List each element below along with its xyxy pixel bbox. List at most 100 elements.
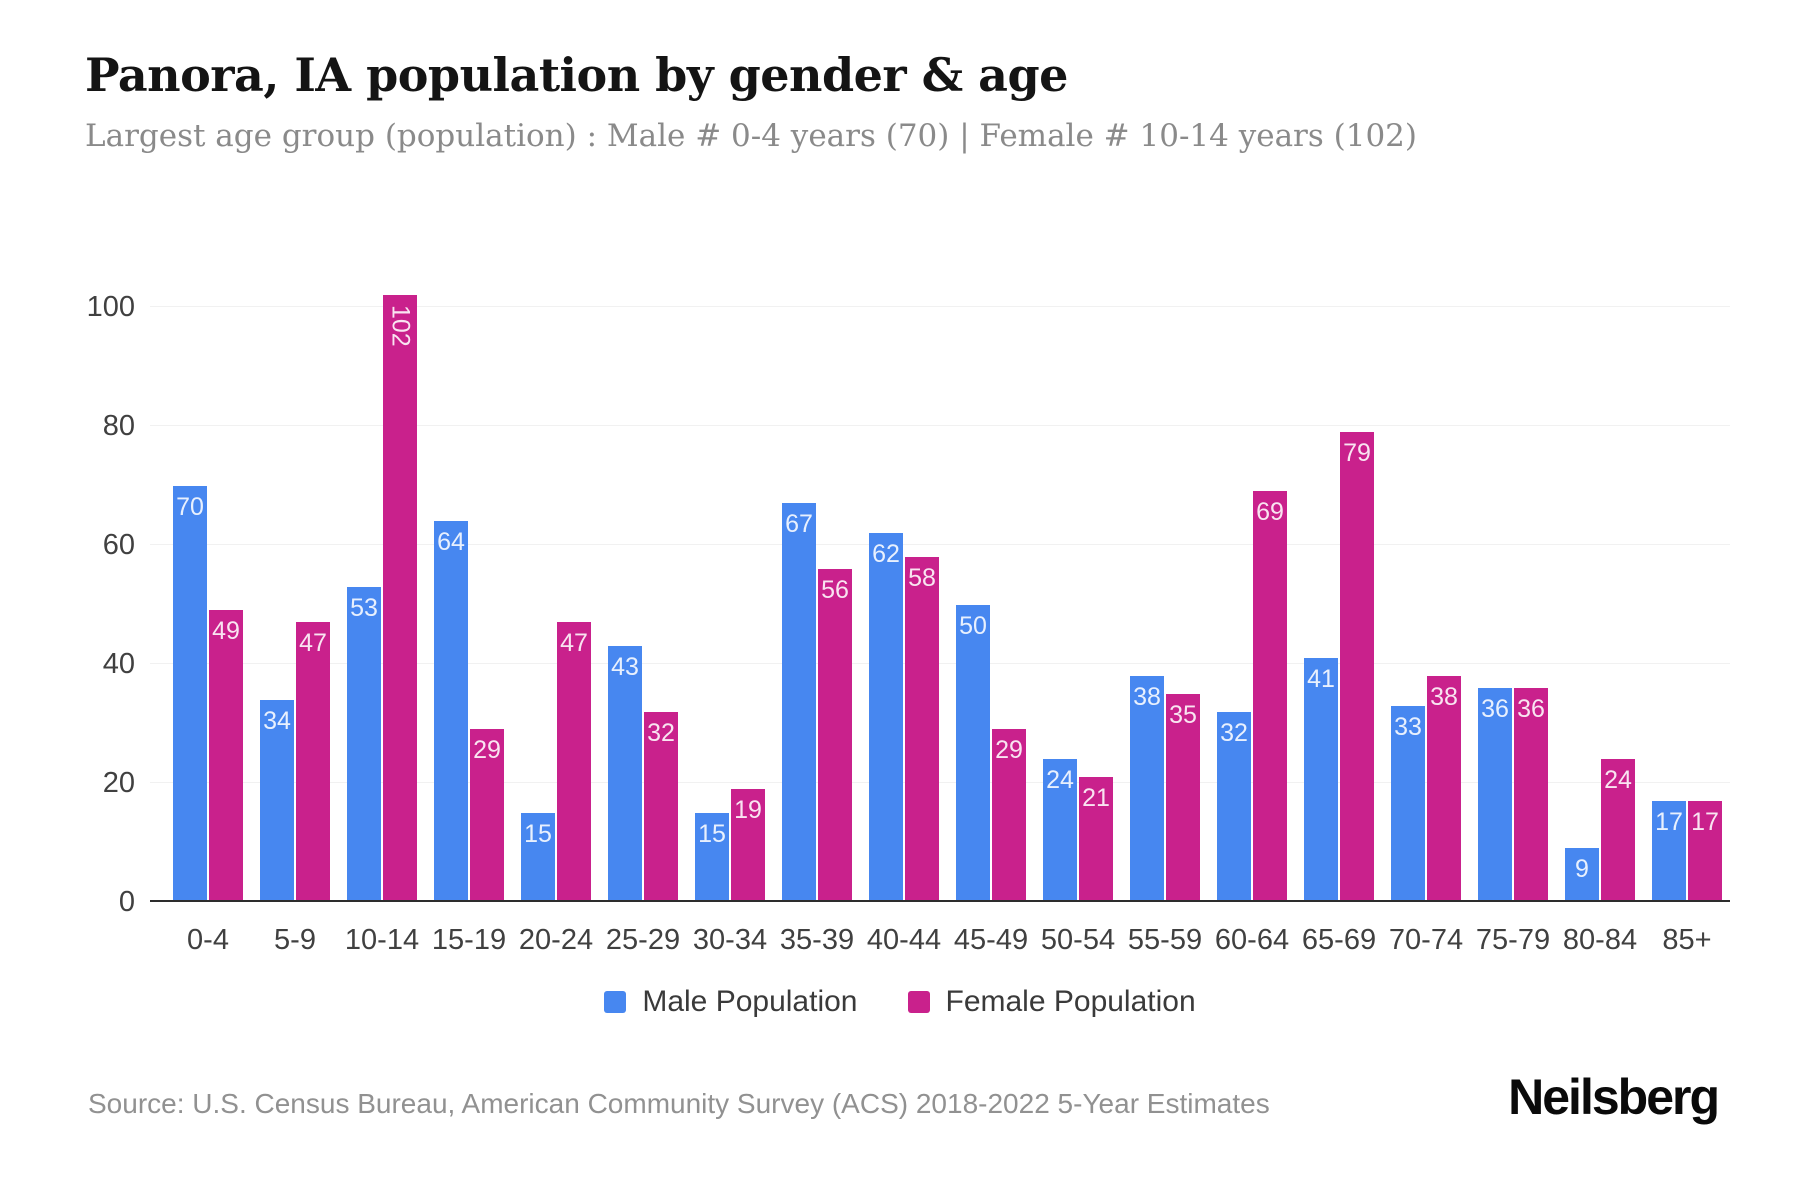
legend-label: Male Population: [642, 985, 858, 1018]
bar-value-label: 32: [1220, 718, 1248, 747]
y-tick-label: 40: [102, 648, 135, 680]
x-tick-label-55-59: 55-59: [1127, 924, 1203, 956]
bar-female-25-29: 32: [644, 711, 678, 902]
bar-female-5-9: 47: [296, 622, 330, 902]
x-tick-label-45-49: 45-49: [953, 924, 1029, 956]
x-tick-label-85+: 85+: [1662, 924, 1712, 956]
bar-value-label: 21: [1082, 784, 1110, 813]
bar-value-label: 15: [698, 819, 726, 848]
bar-female-20-24: 47: [557, 622, 591, 902]
bar-value-label: 24: [1604, 766, 1632, 795]
bar-female-55-59: 35: [1166, 693, 1200, 902]
bar-male-25-29: 43: [608, 646, 642, 902]
bar-female-60-64: 69: [1253, 491, 1287, 902]
legend-swatch-icon: [604, 991, 627, 1013]
y-tick-label: 0: [118, 886, 135, 918]
bar-female-30-34: 19: [731, 788, 765, 902]
bar-value-label: 32: [647, 718, 675, 747]
bar-female-40-44: 58: [905, 556, 939, 902]
chart-legend: Male Population Female Population: [0, 985, 1800, 1019]
y-gridline: [150, 425, 1730, 426]
plot-area: 70 49 34 47 53 102 64 29 15 47 43 32 15 19 67 56 62 58 50 2…: [150, 240, 1730, 902]
x-tick-label-70-74: 70-74: [1388, 924, 1464, 956]
x-tick-label-80-84: 80-84: [1562, 924, 1638, 956]
x-tick-label-40-44: 40-44: [866, 924, 942, 956]
x-tick-label-65-69: 65-69: [1301, 924, 1377, 956]
source-text: Source: U.S. Census Bureau, American Com…: [88, 1088, 1270, 1119]
x-tick-label-0-4: 0-4: [187, 924, 229, 956]
bar-male-75-79: 36: [1478, 687, 1512, 902]
bar-male-80-84: 9: [1565, 848, 1599, 902]
bar-value-label: 35: [1169, 700, 1197, 729]
bar-male-70-74: 33: [1391, 705, 1425, 902]
y-tick-label: 20: [102, 767, 135, 799]
bar-value-label: 15: [524, 819, 552, 848]
bar-value-label: 70: [176, 492, 204, 521]
bar-male-30-34: 15: [695, 812, 729, 902]
bar-value-label: 69: [1256, 498, 1284, 527]
bar-male-50-54: 24: [1043, 759, 1077, 902]
bar-value-label: 33: [1394, 712, 1422, 741]
bar-male-0-4: 70: [173, 485, 207, 902]
bar-value-label: 62: [872, 540, 900, 569]
bar-female-15-19: 29: [470, 729, 504, 902]
x-tick-label-30-34: 30-34: [692, 924, 768, 956]
x-tick-label-15-19: 15-19: [431, 924, 507, 956]
bar-value-label: 43: [611, 653, 639, 682]
y-gridline: [150, 663, 1730, 664]
page-title: Panora, IA population by gender & age: [85, 48, 1068, 102]
bar-value-label: 34: [263, 706, 291, 735]
bar-value-label: 24: [1046, 766, 1074, 795]
bar-value-label: 49: [212, 617, 240, 646]
chart-subtitle: Largest age group (population) : Male # …: [85, 118, 1418, 154]
bar-value-label: 67: [785, 510, 813, 539]
bar-female-50-54: 21: [1079, 777, 1113, 902]
bar-female-65-69: 79: [1340, 431, 1374, 902]
bar-value-label: 47: [299, 629, 327, 658]
bar-male-20-24: 15: [521, 812, 555, 902]
x-tick-label-35-39: 35-39: [779, 924, 855, 956]
bar-value-label: 36: [1481, 694, 1509, 723]
bar-female-10-14: 102: [383, 295, 417, 902]
x-tick-label-75-79: 75-79: [1475, 924, 1551, 956]
bar-value-label: 102: [386, 305, 415, 347]
x-tick-label-50-54: 50-54: [1040, 924, 1116, 956]
x-tick-label-5-9: 5-9: [274, 924, 316, 956]
bar-female-75-79: 36: [1514, 687, 1548, 902]
x-tick-label-10-14: 10-14: [344, 924, 420, 956]
y-tick-label: 60: [102, 529, 135, 561]
bar-male-10-14: 53: [347, 586, 381, 902]
bar-value-label: 19: [734, 795, 762, 824]
legend-item-male-population[interactable]: Male Population: [604, 985, 858, 1019]
bar-female-45-49: 29: [992, 729, 1026, 902]
bar-male-40-44: 62: [869, 533, 903, 902]
bar-female-0-4: 49: [209, 610, 243, 902]
bar-value-label: 41: [1307, 665, 1335, 694]
y-tick-label: 100: [86, 291, 135, 323]
bar-value-label: 53: [350, 593, 378, 622]
neilsberg-logo: Neilsberg: [1508, 1069, 1720, 1125]
legend-label: Female Population: [945, 985, 1196, 1018]
bar-male-5-9: 34: [260, 699, 294, 902]
bar-value-label: 29: [995, 736, 1023, 765]
bar-value-label: 17: [1691, 807, 1719, 836]
bar-male-65-69: 41: [1304, 658, 1338, 902]
y-gridline: [150, 544, 1730, 545]
bar-male-60-64: 32: [1217, 711, 1251, 902]
bar-value-label: 17: [1655, 807, 1683, 836]
y-gridline: [150, 306, 1730, 307]
bar-female-80-84: 24: [1601, 759, 1635, 902]
bar-chart: 70 49 34 47 53 102 64 29 15 47 43 32 15 19 67 56 62 58 50 2…: [0, 240, 1800, 970]
x-axis-line: [150, 900, 1730, 902]
bar-value-label: 64: [437, 528, 465, 557]
bar-value-label: 50: [959, 611, 987, 640]
x-tick-label-60-64: 60-64: [1214, 924, 1290, 956]
x-tick-label-20-24: 20-24: [518, 924, 594, 956]
bar-male-55-59: 38: [1130, 675, 1164, 902]
bar-value-label: 56: [821, 575, 849, 604]
x-tick-label-25-29: 25-29: [605, 924, 681, 956]
legend-item-female-population[interactable]: Female Population: [907, 985, 1196, 1019]
bar-value-label: 9: [1575, 855, 1589, 884]
bar-male-45-49: 50: [956, 604, 990, 902]
bar-male-15-19: 64: [434, 521, 468, 902]
